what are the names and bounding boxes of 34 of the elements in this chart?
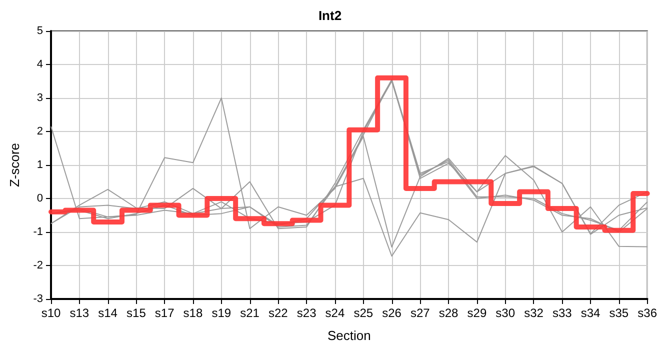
y-tick-label: 4	[36, 58, 43, 70]
chart-title: Int2	[318, 8, 342, 23]
x-axis-title: Section	[327, 328, 371, 343]
x-tick-label: s25	[354, 306, 374, 320]
x-tick-label: s10	[41, 306, 61, 320]
y-tick-label: -3	[33, 293, 43, 305]
y-tick-label: -1	[33, 226, 43, 238]
x-tick-label: s26	[382, 306, 402, 320]
y-axis-title: Z-score	[7, 142, 22, 188]
x-tick-label: s21	[240, 306, 260, 320]
x-tick-label: s22	[268, 306, 288, 320]
y-tick-label: 3	[36, 92, 43, 104]
x-tick-label: s36	[638, 306, 658, 320]
x-tick-label: s13	[70, 306, 90, 320]
x-tick-label: s17	[154, 306, 175, 320]
y-tick-label: 2	[36, 126, 43, 138]
y-tick-label: 5	[36, 25, 43, 37]
x-tick-label: s23	[296, 306, 317, 320]
y-tick-label: 1	[36, 159, 43, 171]
x-tick-label: s14	[98, 306, 118, 320]
y-tick-label: -2	[33, 260, 43, 272]
x-tick-label: s19	[212, 306, 232, 320]
x-tick-label: s30	[496, 306, 516, 320]
x-tick-label: s33	[552, 306, 572, 320]
x-tick-label: s15	[126, 306, 146, 320]
x-tick-label: s18	[183, 306, 203, 320]
y-tick-label: 0	[36, 192, 43, 204]
x-tick-label: s24	[325, 306, 345, 320]
x-tick-label: s29	[467, 306, 487, 320]
x-tick-label: s34	[580, 306, 601, 320]
x-tick-label: s35	[609, 306, 629, 320]
x-tick-label: s28	[438, 306, 459, 320]
x-tick-label: s27	[410, 306, 430, 320]
x-tick-label: s32	[524, 306, 544, 320]
